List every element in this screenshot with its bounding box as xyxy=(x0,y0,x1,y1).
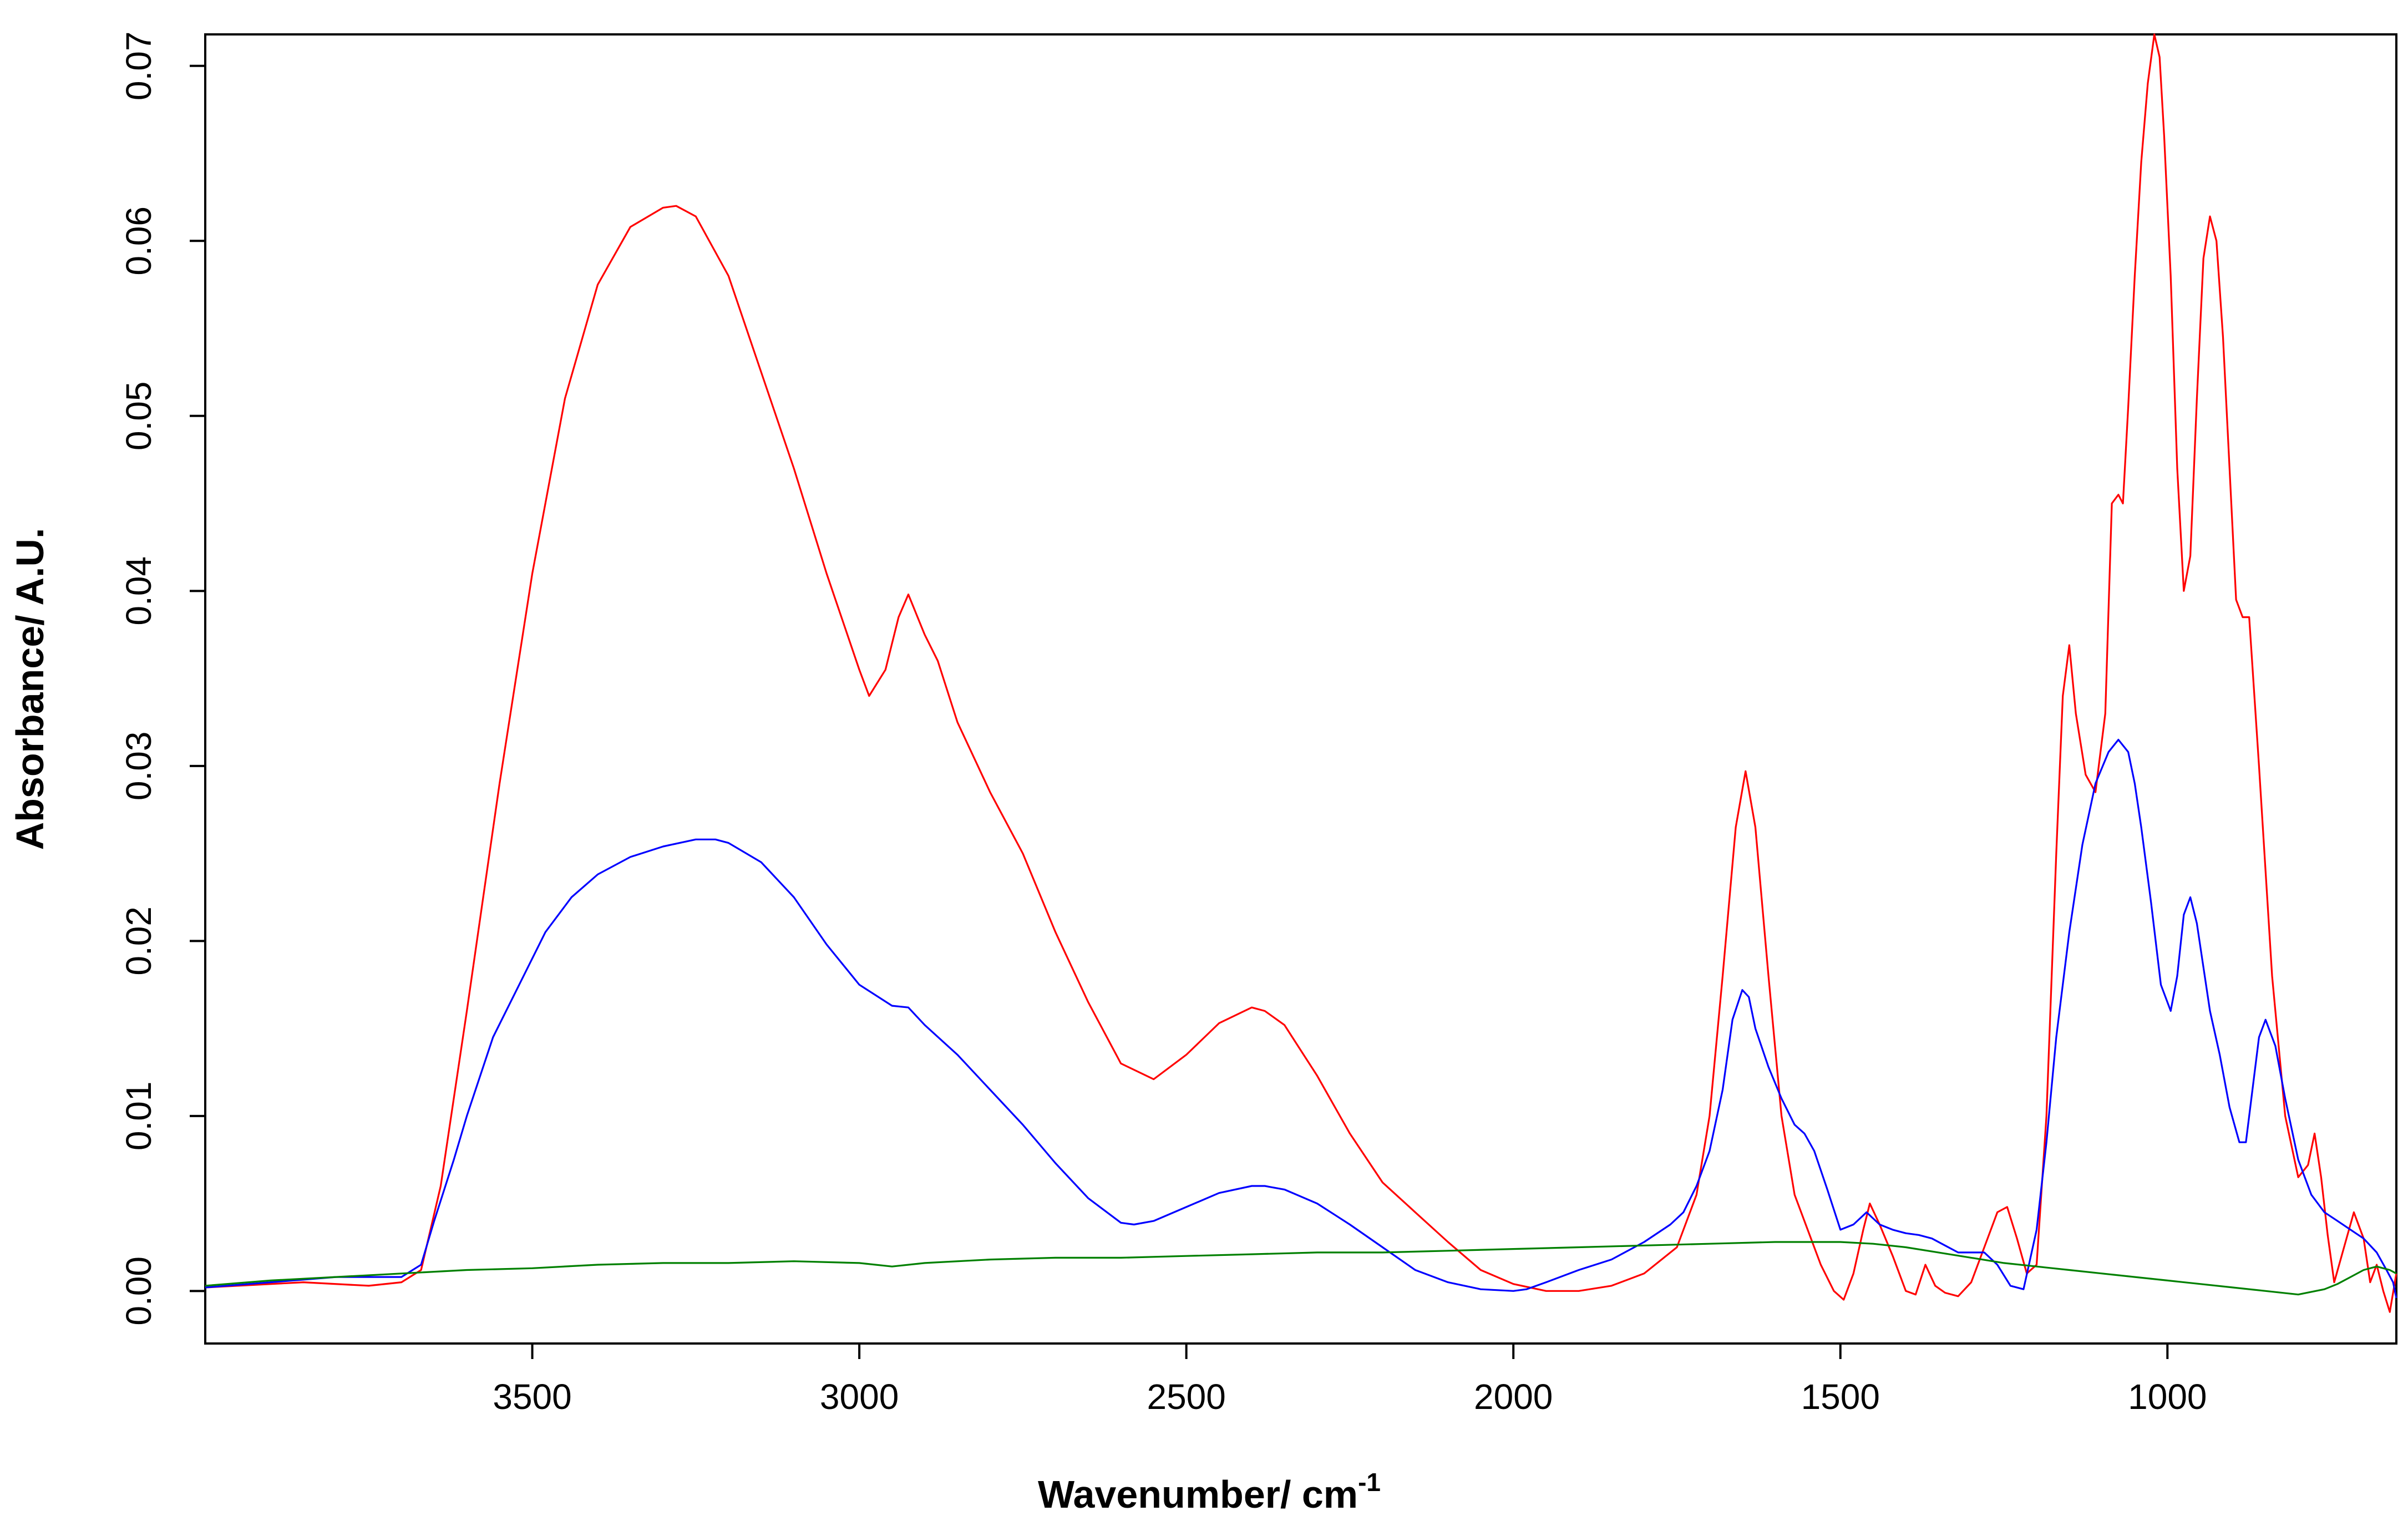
x-tick-label: 3500 xyxy=(493,1377,571,1417)
y-tick-label: 0.04 xyxy=(119,556,159,626)
y-axis-title: Absorbance/ A.U. xyxy=(8,528,52,850)
series-line-1 xyxy=(205,738,2397,1299)
series-line-2 xyxy=(205,1241,2397,1296)
y-tick-label: 0.02 xyxy=(119,906,159,976)
series-line-0 xyxy=(205,33,2397,1313)
y-tick-label: 0.00 xyxy=(119,1256,159,1326)
x-axis-title-text: Wavenumber/ cm xyxy=(1038,1473,1358,1516)
x-axis-ticks: 3500 3000 2500 2000 1500 1000 xyxy=(493,1344,2207,1417)
y-tick-label: 0.03 xyxy=(119,732,159,801)
x-tick-label: 1000 xyxy=(2128,1377,2207,1417)
y-tick-label: 0.06 xyxy=(119,206,159,276)
plot-frame xyxy=(204,33,2397,1345)
y-tick-label: 0.07 xyxy=(119,32,159,101)
x-tick-label: 2000 xyxy=(1474,1377,1553,1417)
x-tick-label: 2500 xyxy=(1147,1377,1225,1417)
y-tick-label: 0.05 xyxy=(119,382,159,451)
series-group xyxy=(205,33,2397,1313)
x-axis-title-superscript: -1 xyxy=(1358,1468,1381,1497)
y-axis-ticks: 0.00 0.01 0.02 0.03 0.04 0.05 0.06 0.07 xyxy=(119,32,205,1326)
x-axis-title: Wavenumber/ cm-1 xyxy=(1038,1468,1381,1516)
y-tick-label: 0.01 xyxy=(119,1082,159,1151)
x-tick-label: 1500 xyxy=(1801,1377,1880,1417)
x-tick-label: 3000 xyxy=(820,1377,899,1417)
